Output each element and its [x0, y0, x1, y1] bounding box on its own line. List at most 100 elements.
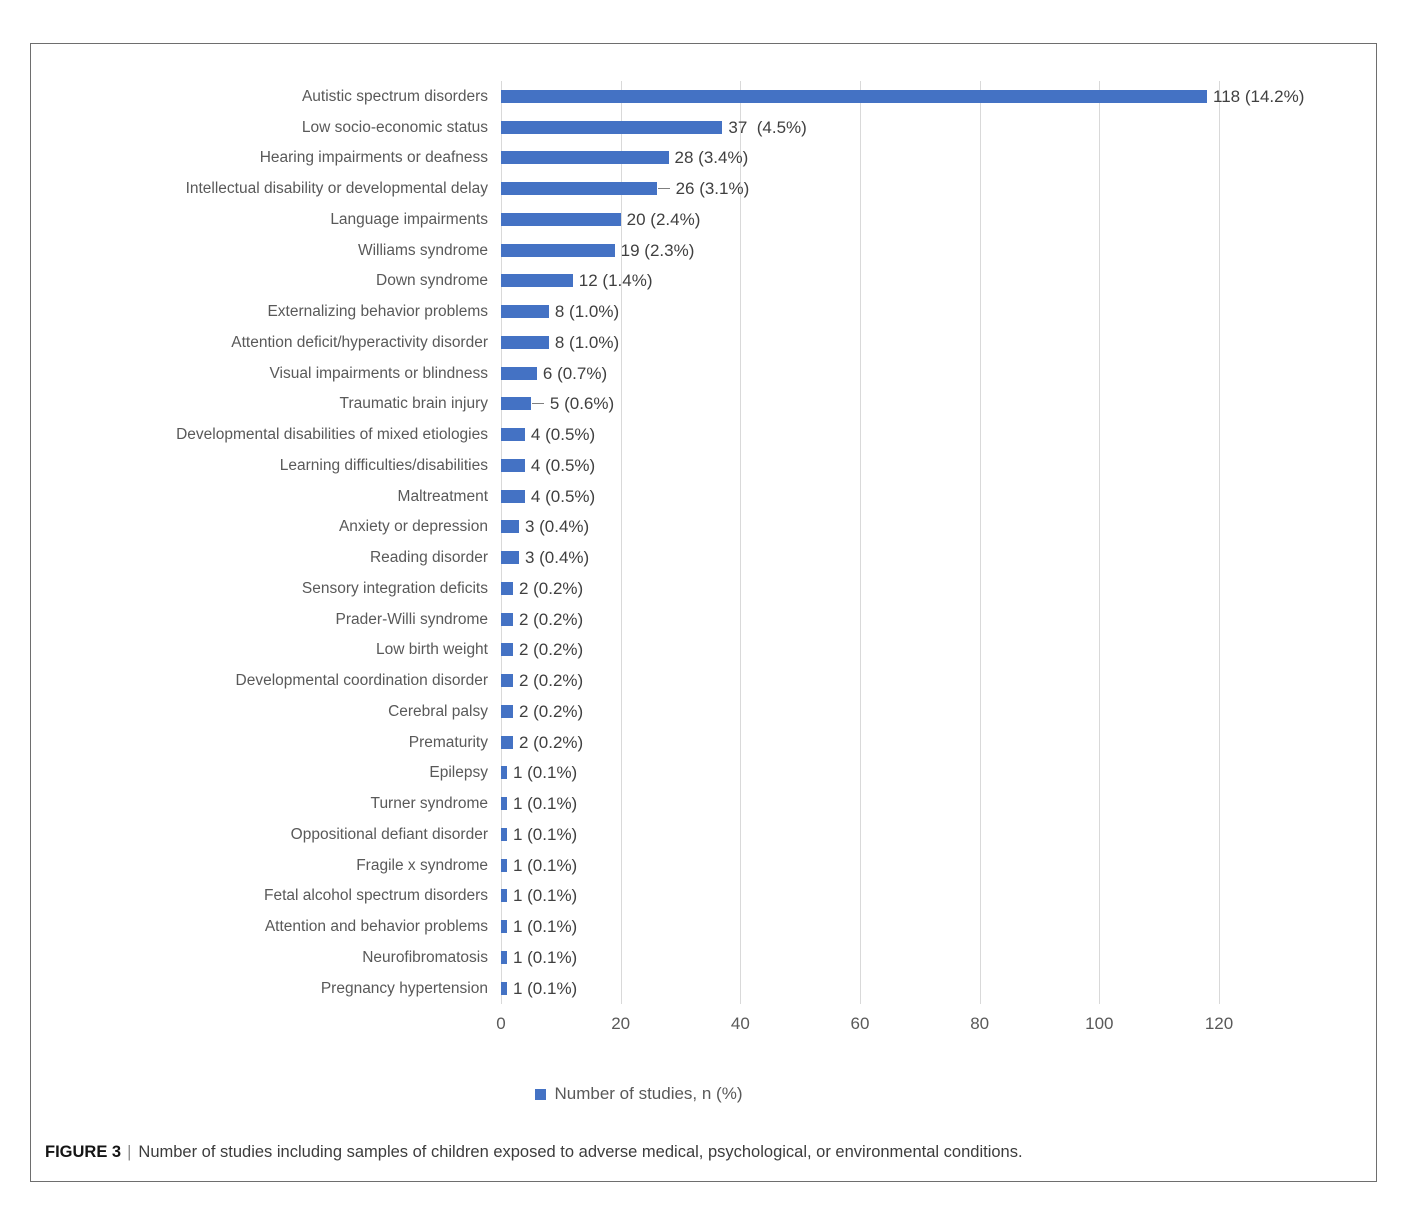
- category-label: Fetal alcohol spectrum disorders: [264, 887, 488, 905]
- bar: [501, 458, 525, 472]
- legend-marker-square: [535, 1088, 547, 1100]
- value-label: 20 (2.4%): [626, 209, 701, 229]
- bar-chart: Autistic spectrum disorders 118 (14.2%) …: [31, 81, 1376, 1004]
- category-label: Pregnancy hypertension: [320, 979, 488, 997]
- gridline: [1099, 81, 1101, 1004]
- bar-track: 1 (0.1%): [501, 973, 1376, 1004]
- bar-track: 8 (1.0%): [501, 327, 1376, 358]
- x-tick-label: 80: [970, 1014, 990, 1033]
- category-label: Intellectual disability or developmental…: [185, 180, 488, 198]
- category-label: Epilepsy: [429, 764, 488, 782]
- bar-row: Oppositional defiant disorder 1 (0.1%): [31, 819, 1376, 850]
- value-label: 4 (0.5%): [530, 425, 596, 445]
- bar: [501, 889, 507, 903]
- bar-track: 37 (4.5%): [501, 112, 1376, 143]
- x-tick-label: 100: [1085, 1014, 1114, 1033]
- bar: [501, 397, 531, 411]
- x-tick-label: 60: [850, 1014, 870, 1033]
- bar-track: 8 (1.0%): [501, 296, 1376, 327]
- bar-row: Low socio-economic status 37 (4.5%): [31, 112, 1376, 143]
- category-label: Prader-Willi syndrome: [335, 610, 488, 628]
- bar-track: 1 (0.1%): [501, 758, 1376, 789]
- category-label: Developmental disabilities of mixed etio…: [176, 426, 488, 444]
- value-label: 2 (0.2%): [518, 732, 584, 752]
- category-label: Sensory integration deficits: [301, 579, 488, 597]
- value-label: 8 (1.0%): [554, 302, 620, 322]
- category-label: Fragile x syndrome: [356, 856, 488, 874]
- category-label: Attention deficit/hyperactivity disorder: [231, 333, 488, 351]
- value-label: 2 (0.2%): [518, 701, 584, 721]
- bar-row: Autistic spectrum disorders 118 (14.2%): [31, 81, 1376, 112]
- bar: [501, 489, 525, 503]
- bar-track: 2 (0.2%): [501, 573, 1376, 604]
- bar-row: Developmental coordination disorder 2 (0…: [31, 665, 1376, 696]
- value-label: 1 (0.1%): [512, 947, 578, 967]
- leader-line: [531, 403, 544, 405]
- category-label: Low birth weight: [375, 641, 488, 659]
- bar-row: Turner syndrome 1 (0.1%): [31, 788, 1376, 819]
- bar-track: 5 (0.6%): [501, 389, 1376, 420]
- category-label: Turner syndrome: [370, 795, 488, 813]
- value-label: 1 (0.1%): [512, 978, 578, 998]
- value-label: 1 (0.1%): [512, 917, 578, 937]
- value-label: 2 (0.2%): [518, 640, 584, 660]
- category-label: Williams syndrome: [357, 241, 488, 259]
- category-label: Attention and behavior problems: [264, 918, 488, 936]
- bar-row: Neurofibromatosis 1 (0.1%): [31, 942, 1376, 973]
- gridline: [740, 81, 742, 1004]
- value-label: 1 (0.1%): [512, 886, 578, 906]
- bar-track: 1 (0.1%): [501, 819, 1376, 850]
- value-label: 3 (0.4%): [524, 548, 590, 568]
- x-tick-label: 40: [730, 1014, 750, 1033]
- bar-row: Low birth weight 2 (0.2%): [31, 635, 1376, 666]
- bar: [501, 643, 513, 657]
- bar-row: Attention and behavior problems 1 (0.1%): [31, 911, 1376, 942]
- gridline: [1219, 81, 1220, 1004]
- bar-row: Developmental disabilities of mixed etio…: [31, 419, 1376, 450]
- bar: [501, 366, 537, 380]
- category-label: Language impairments: [330, 210, 488, 228]
- value-label: 118 (14.2%): [1213, 86, 1305, 106]
- category-label: Low socio-economic status: [301, 118, 488, 136]
- bar-row: Learning difficulties/disabilities 4 (0.…: [31, 450, 1376, 481]
- bar-track: 1 (0.1%): [501, 911, 1376, 942]
- bar: [501, 920, 507, 934]
- leader-line: [657, 188, 670, 190]
- bar-row: Anxiety or depression 3 (0.4%): [31, 512, 1376, 543]
- caption-separator: |: [127, 1143, 132, 1161]
- x-tick-label: 20: [611, 1014, 631, 1033]
- category-label: Developmental coordination disorder: [235, 672, 488, 690]
- category-label: Traumatic brain injury: [339, 395, 488, 413]
- bar: [501, 858, 507, 872]
- category-label: Visual impairments or blindness: [269, 364, 488, 382]
- bar: [501, 428, 525, 442]
- value-label: 5 (0.6%): [549, 394, 615, 414]
- bar-row: Maltreatment 4 (0.5%): [31, 481, 1376, 512]
- bar: [501, 950, 507, 964]
- bar-row: Prader-Willi syndrome 2 (0.2%): [31, 604, 1376, 635]
- value-label: 1 (0.1%): [512, 855, 578, 875]
- bar-row: Attention deficit/hyperactivity disorder…: [31, 327, 1376, 358]
- bar-track: 2 (0.2%): [501, 604, 1376, 635]
- bar-track: 6 (0.7%): [501, 358, 1376, 389]
- category-label: Maltreatment: [397, 487, 488, 505]
- x-tick-label: 0: [496, 1014, 506, 1033]
- x-tick-label: 120: [1204, 1014, 1234, 1033]
- bar: [501, 151, 669, 165]
- value-label: 6 (0.7%): [542, 363, 608, 383]
- category-label: Externalizing behavior problems: [267, 303, 488, 321]
- category-label: Prematurity: [408, 733, 488, 751]
- value-label: 1 (0.1%): [512, 794, 578, 814]
- bar: [501, 520, 519, 534]
- bar-track: 2 (0.2%): [501, 665, 1376, 696]
- bar: [501, 89, 1208, 103]
- bar-track: 1 (0.1%): [501, 788, 1376, 819]
- bar-row: Williams syndrome 19 (2.3%): [31, 235, 1376, 266]
- gridline: [979, 81, 981, 1004]
- value-label: 2 (0.2%): [518, 671, 584, 691]
- category-label: Autistic spectrum disorders: [301, 87, 488, 105]
- caption-text: Number of studies including samples of c…: [138, 1143, 1023, 1161]
- bar-row: Sensory integration deficits 2 (0.2%): [31, 573, 1376, 604]
- bar-row: Visual impairments or blindness 6 (0.7%): [31, 358, 1376, 389]
- bar-track: 3 (0.4%): [501, 512, 1376, 543]
